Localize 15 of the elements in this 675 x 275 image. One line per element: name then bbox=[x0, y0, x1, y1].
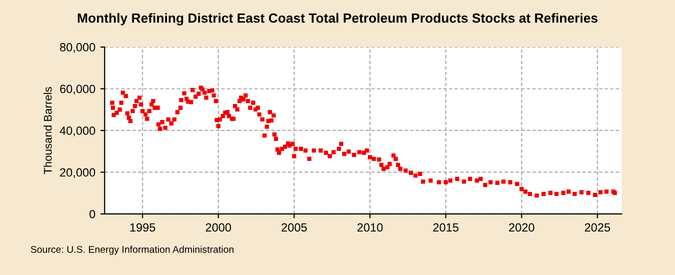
y-axis-title: Thousand Barrels bbox=[44, 87, 52, 174]
y-tick-label: 20,000 bbox=[60, 168, 96, 178]
y-tick-label: 60,000 bbox=[60, 84, 96, 95]
y-tick-label: 80,000 bbox=[60, 43, 96, 53]
x-tick-label: 2010 bbox=[357, 223, 383, 232]
source-note: Source: U.S. Energy Information Administration bbox=[30, 246, 234, 255]
x-tick-label: 2025 bbox=[584, 223, 610, 232]
x-tick-label: 2020 bbox=[509, 223, 534, 232]
y-tick-label: 40,000 bbox=[60, 126, 96, 136]
x-tick-label: 2000 bbox=[206, 223, 232, 232]
y-tick-label: 0 bbox=[89, 210, 96, 218]
x-tick-label: 2005 bbox=[282, 223, 307, 232]
chart-title: Monthly Refining District East Coast Total Petroleum Products Stocks at Refineries bbox=[78, 13, 598, 26]
x-tick-label: 2015 bbox=[433, 223, 458, 232]
x-tick-label: 1995 bbox=[130, 223, 156, 232]
